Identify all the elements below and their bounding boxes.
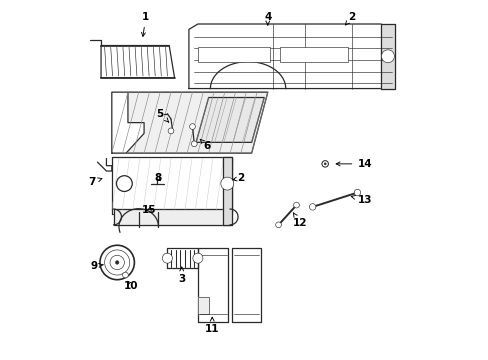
Circle shape [293, 202, 299, 208]
Circle shape [221, 177, 233, 190]
Polygon shape [380, 24, 394, 89]
Polygon shape [196, 98, 264, 142]
Text: 15: 15 [142, 206, 156, 216]
Polygon shape [231, 248, 260, 321]
Text: 2: 2 [232, 173, 244, 183]
Text: 4: 4 [264, 12, 271, 25]
Circle shape [353, 189, 360, 196]
Circle shape [100, 245, 134, 280]
Polygon shape [198, 297, 208, 315]
Text: 6: 6 [200, 139, 210, 151]
Circle shape [275, 222, 281, 228]
Circle shape [110, 255, 124, 270]
Circle shape [321, 161, 328, 167]
Circle shape [104, 250, 129, 275]
Circle shape [116, 176, 132, 192]
Circle shape [192, 253, 203, 263]
Polygon shape [188, 24, 394, 89]
Circle shape [122, 272, 128, 278]
Circle shape [115, 261, 119, 264]
Text: 11: 11 [204, 317, 219, 334]
Text: 1: 1 [141, 12, 149, 36]
Circle shape [324, 163, 325, 165]
Polygon shape [223, 157, 231, 225]
Circle shape [189, 124, 195, 130]
Text: 12: 12 [292, 213, 306, 228]
Text: 14: 14 [335, 159, 371, 169]
Circle shape [309, 204, 315, 210]
Polygon shape [113, 209, 230, 225]
Text: 9: 9 [90, 261, 103, 271]
Polygon shape [101, 45, 174, 78]
Circle shape [381, 50, 394, 63]
Circle shape [162, 253, 172, 263]
Text: 7: 7 [88, 177, 102, 187]
Text: 13: 13 [350, 195, 371, 205]
Text: 5: 5 [156, 109, 168, 122]
Polygon shape [112, 92, 267, 153]
Text: 10: 10 [124, 281, 139, 291]
Polygon shape [198, 248, 228, 321]
Text: 2: 2 [345, 12, 355, 25]
Bar [198, 47, 269, 62]
Text: 3: 3 [178, 267, 185, 284]
Bar [280, 47, 348, 62]
Circle shape [191, 141, 197, 147]
Polygon shape [112, 157, 231, 214]
Polygon shape [112, 92, 144, 153]
Polygon shape [167, 248, 198, 268]
Circle shape [168, 128, 174, 134]
Text: 8: 8 [155, 173, 162, 183]
